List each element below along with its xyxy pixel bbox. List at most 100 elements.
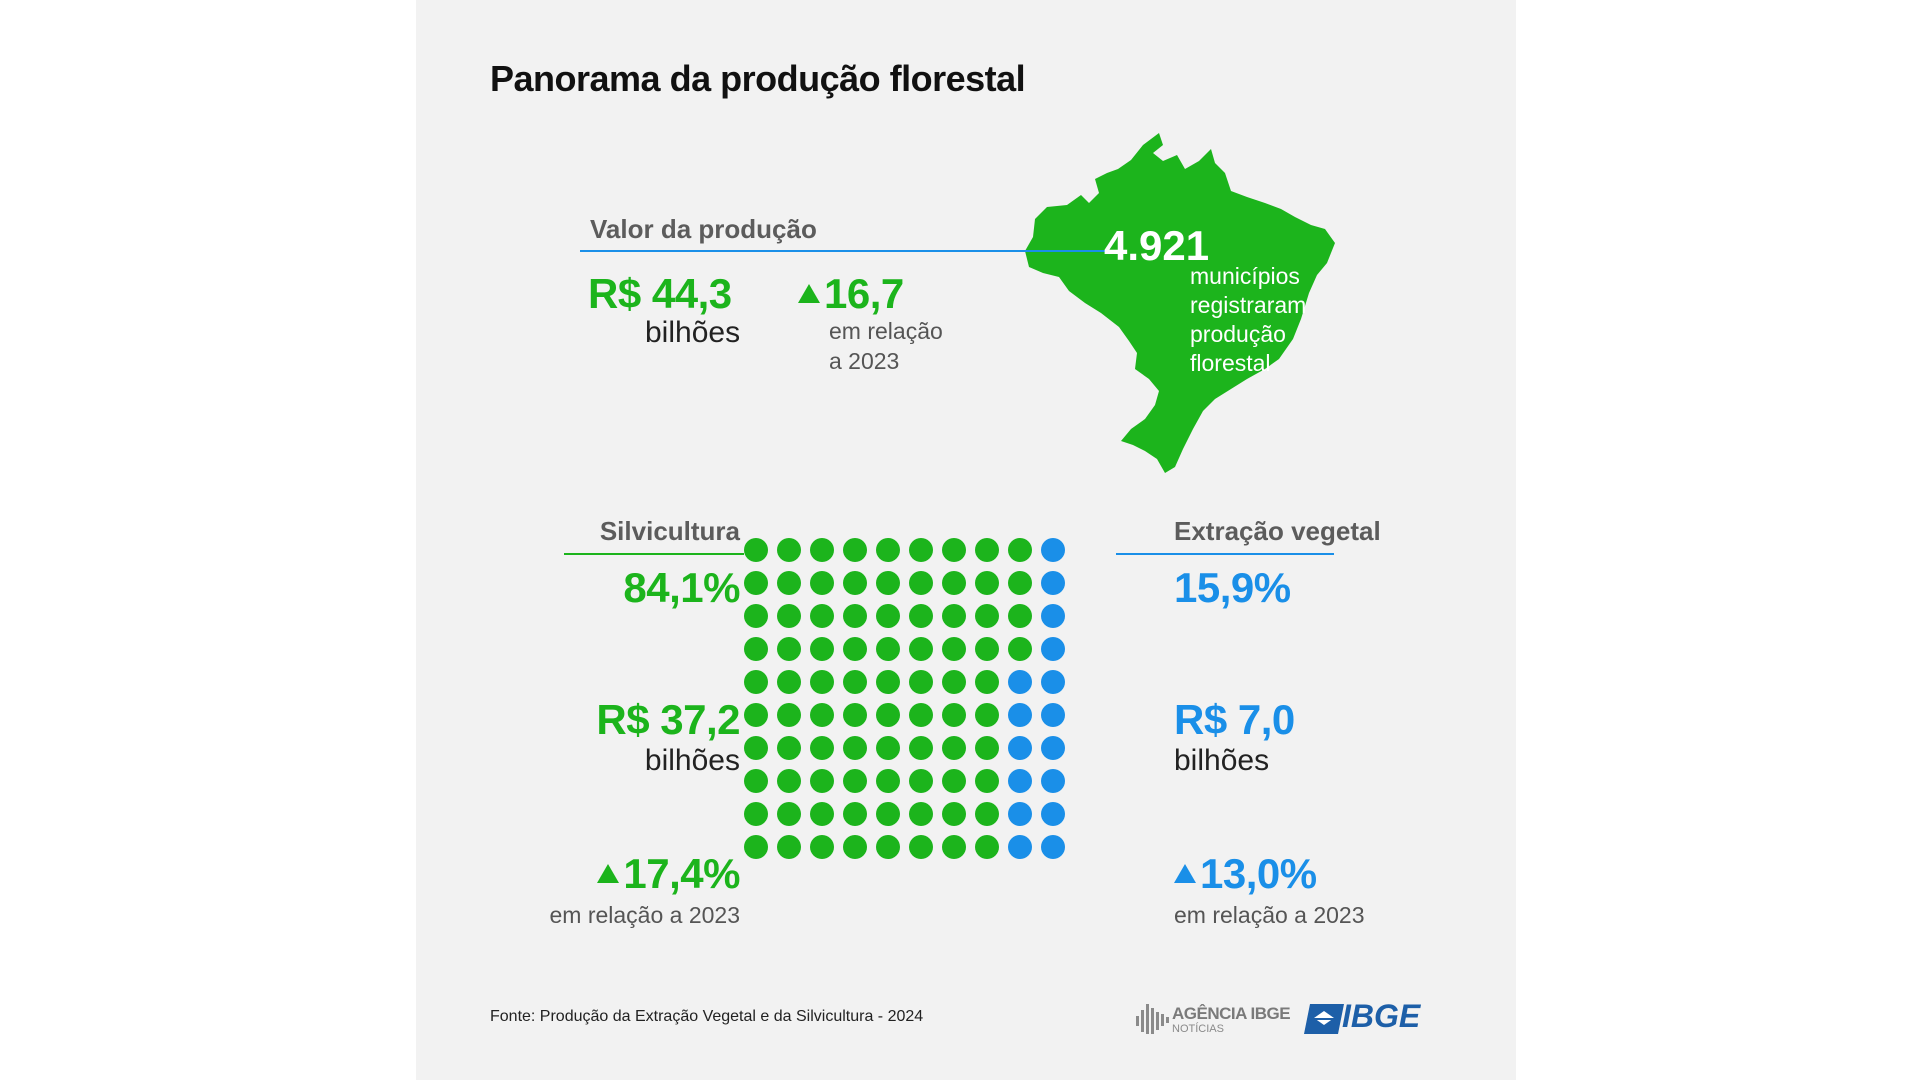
agencia-line2: NOTÍCIAS <box>1172 1023 1224 1035</box>
extracao-change-value: 13,0% <box>1200 850 1317 897</box>
waffle-dot-silvicultura <box>777 604 801 628</box>
waffle-dot-extracao <box>1041 835 1065 859</box>
waffle-dot-silvicultura <box>909 736 933 760</box>
waffle-dot-silvicultura <box>777 835 801 859</box>
silvicultura-change-value: 17,4% <box>623 850 740 897</box>
waffle-dot-silvicultura <box>810 835 834 859</box>
waffle-dot-silvicultura <box>744 670 768 694</box>
waffle-dot-extracao <box>1008 802 1032 826</box>
waffle-dot-silvicultura <box>942 637 966 661</box>
municipios-caption: municípios registraram produção floresta… <box>1190 262 1340 378</box>
waffle-dot-silvicultura <box>1008 637 1032 661</box>
waffle-chart <box>744 538 1065 859</box>
waffle-dot-silvicultura <box>942 670 966 694</box>
silvicultura-divider <box>564 553 744 555</box>
waffle-dot-silvicultura <box>876 769 900 793</box>
waffle-dot-silvicultura <box>975 538 999 562</box>
waffle-dot-silvicultura <box>909 604 933 628</box>
waffle-dot-silvicultura <box>1008 538 1032 562</box>
valor-change-value: 16,7 <box>824 270 904 317</box>
waffle-dot-extracao <box>1041 703 1065 727</box>
waffle-dot-silvicultura <box>909 571 933 595</box>
valor-divider <box>580 250 1000 252</box>
extracao-unit: bilhões <box>1174 744 1270 777</box>
waffle-dot-silvicultura <box>843 538 867 562</box>
waffle-dot-silvicultura <box>744 736 768 760</box>
waffle-dot-silvicultura <box>942 802 966 826</box>
valor-change-note-line2: a 2023 <box>829 348 900 374</box>
valor-amount: R$ 44,3 <box>588 270 732 317</box>
waffle-dot-silvicultura <box>942 604 966 628</box>
waffle-dot-silvicultura <box>843 604 867 628</box>
waffle-dot-silvicultura <box>744 703 768 727</box>
waffle-dot-silvicultura <box>810 769 834 793</box>
waffle-dot-silvicultura <box>810 703 834 727</box>
waffle-dot-silvicultura <box>876 637 900 661</box>
waffle-dot-silvicultura <box>942 769 966 793</box>
waffle-dot-silvicultura <box>876 670 900 694</box>
waffle-dot-silvicultura <box>810 637 834 661</box>
waffle-dot-extracao <box>1041 736 1065 760</box>
waffle-dot-silvicultura <box>843 835 867 859</box>
waffle-dot-extracao <box>1041 571 1065 595</box>
agencia-ibge-mark-icon <box>1136 1004 1169 1034</box>
waffle-dot-silvicultura <box>876 736 900 760</box>
waffle-dot-silvicultura <box>975 637 999 661</box>
municipios-line2: registraram <box>1190 292 1307 318</box>
waffle-dot-silvicultura <box>843 637 867 661</box>
extracao-heading: Extração vegetal <box>1174 516 1381 546</box>
waffle-dot-silvicultura <box>744 802 768 826</box>
valor-change: 16,7 <box>798 270 904 318</box>
waffle-dot-silvicultura <box>942 703 966 727</box>
waffle-dot-extracao <box>1041 637 1065 661</box>
waffle-dot-silvicultura <box>975 835 999 859</box>
waffle-dot-silvicultura <box>909 670 933 694</box>
waffle-dot-extracao <box>1008 703 1032 727</box>
waffle-dot-silvicultura <box>909 802 933 826</box>
waffle-dot-silvicultura <box>975 769 999 793</box>
municipios-line1: municípios <box>1190 263 1300 289</box>
waffle-dot-silvicultura <box>942 736 966 760</box>
extracao-change: 13,0% <box>1174 850 1317 898</box>
valor-unit: bilhões <box>645 316 741 349</box>
waffle-dot-extracao <box>1041 670 1065 694</box>
waffle-dot-silvicultura <box>975 670 999 694</box>
municipios-line3: produção <box>1190 321 1286 347</box>
waffle-dot-silvicultura <box>876 835 900 859</box>
waffle-dot-silvicultura <box>744 835 768 859</box>
waffle-dot-silvicultura <box>777 769 801 793</box>
municipios-line4: florestal <box>1190 350 1271 376</box>
up-arrow-icon <box>798 284 820 304</box>
waffle-dot-silvicultura <box>777 637 801 661</box>
silvicultura-amount: R$ 37,2 <box>596 696 740 743</box>
silvicultura-change: 17,4% <box>506 850 740 898</box>
waffle-dot-silvicultura <box>777 736 801 760</box>
silvicultura-unit: bilhões <box>644 744 740 777</box>
waffle-dot-extracao <box>1008 670 1032 694</box>
waffle-dot-silvicultura <box>909 637 933 661</box>
waffle-dot-silvicultura <box>843 736 867 760</box>
waffle-dot-silvicultura <box>942 835 966 859</box>
waffle-dot-silvicultura <box>777 571 801 595</box>
waffle-dot-extracao <box>1008 736 1032 760</box>
waffle-dot-extracao <box>1041 769 1065 793</box>
waffle-dot-silvicultura <box>909 538 933 562</box>
waffle-dot-silvicultura <box>843 703 867 727</box>
valor-change-note-line1: em relação <box>829 318 943 344</box>
brazil-map-icon <box>1025 133 1335 473</box>
waffle-dot-extracao <box>1008 769 1032 793</box>
waffle-dot-silvicultura <box>876 571 900 595</box>
page-title: Panorama da produção florestal <box>490 58 1026 99</box>
waffle-dot-silvicultura <box>810 670 834 694</box>
waffle-dot-silvicultura <box>777 802 801 826</box>
ibge-mark-icon <box>1304 1004 1344 1034</box>
waffle-dot-silvicultura <box>1008 604 1032 628</box>
waffle-dot-silvicultura <box>744 604 768 628</box>
waffle-dot-silvicultura <box>777 703 801 727</box>
extracao-share: 15,9% <box>1174 564 1291 611</box>
waffle-dot-silvicultura <box>909 769 933 793</box>
waffle-dot-silvicultura <box>975 703 999 727</box>
silvicultura-heading: Silvicultura <box>599 516 740 546</box>
waffle-dot-silvicultura <box>744 571 768 595</box>
waffle-dot-silvicultura <box>975 802 999 826</box>
